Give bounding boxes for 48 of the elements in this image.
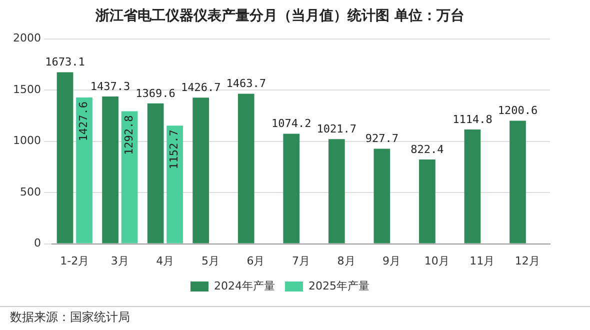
- data-label: 1152.7: [168, 130, 181, 170]
- bar: [374, 148, 390, 244]
- data-label: 1369.6: [136, 86, 176, 100]
- data-label: 1292.8: [122, 115, 136, 156]
- bar: [510, 120, 526, 244]
- x-tick-label: 7月: [292, 254, 310, 268]
- source-note: 数据来源：国家统计局: [10, 310, 130, 324]
- bar: [76, 97, 92, 244]
- x-tick-label: 4月: [156, 254, 174, 268]
- y-tick-label: 0: [34, 236, 41, 250]
- bar: [192, 98, 210, 244]
- data-label: 1021.7: [316, 122, 357, 136]
- bar: [56, 72, 74, 244]
- x-tick-label: 6月: [246, 254, 265, 268]
- x-tick-label: 11月: [470, 254, 495, 268]
- bar: [238, 94, 254, 244]
- x-tick-label: 12月: [514, 254, 540, 268]
- data-label: 1437.3: [90, 80, 130, 93]
- data-label: 1427.6: [77, 101, 90, 142]
- x-tick-label: 1-2月: [60, 254, 90, 268]
- legend-label: 2025年产量: [308, 279, 370, 292]
- bar: [283, 134, 300, 244]
- data-label: 1463.7: [226, 77, 266, 90]
- y-tick-label: 1500: [12, 82, 41, 96]
- bar: [147, 103, 164, 244]
- x-tick-label: 3月: [110, 254, 129, 268]
- data-label: 1114.8: [452, 112, 492, 126]
- y-tick-label: 1000: [12, 134, 41, 148]
- x-tick-label: 9月: [382, 254, 401, 268]
- x-tick-label: 8月: [337, 254, 356, 268]
- bar: [328, 139, 345, 244]
- data-label: 1074.2: [272, 117, 312, 130]
- data-label: 927.7: [365, 132, 398, 146]
- bar: [166, 126, 183, 244]
- x-tick-label: 5月: [201, 254, 220, 268]
- data-label: 1426.7: [180, 80, 221, 94]
- bar: [419, 160, 436, 244]
- data-label: 1200.6: [498, 104, 538, 118]
- bar: [121, 111, 138, 244]
- y-tick-label: 500: [20, 185, 41, 198]
- data-label: 822.4: [410, 142, 444, 156]
- y-tick-label: 2000: [12, 32, 41, 45]
- bar: [464, 130, 481, 244]
- data-label: 1673.1: [45, 56, 85, 69]
- bar: [102, 96, 118, 244]
- legend-label: 2024年产量: [214, 279, 276, 292]
- chart-title: 浙江省电工仪器仪表产量分月（当月值）统计图 单位：万台: [94, 7, 464, 24]
- x-tick-label: 10月: [424, 254, 450, 268]
